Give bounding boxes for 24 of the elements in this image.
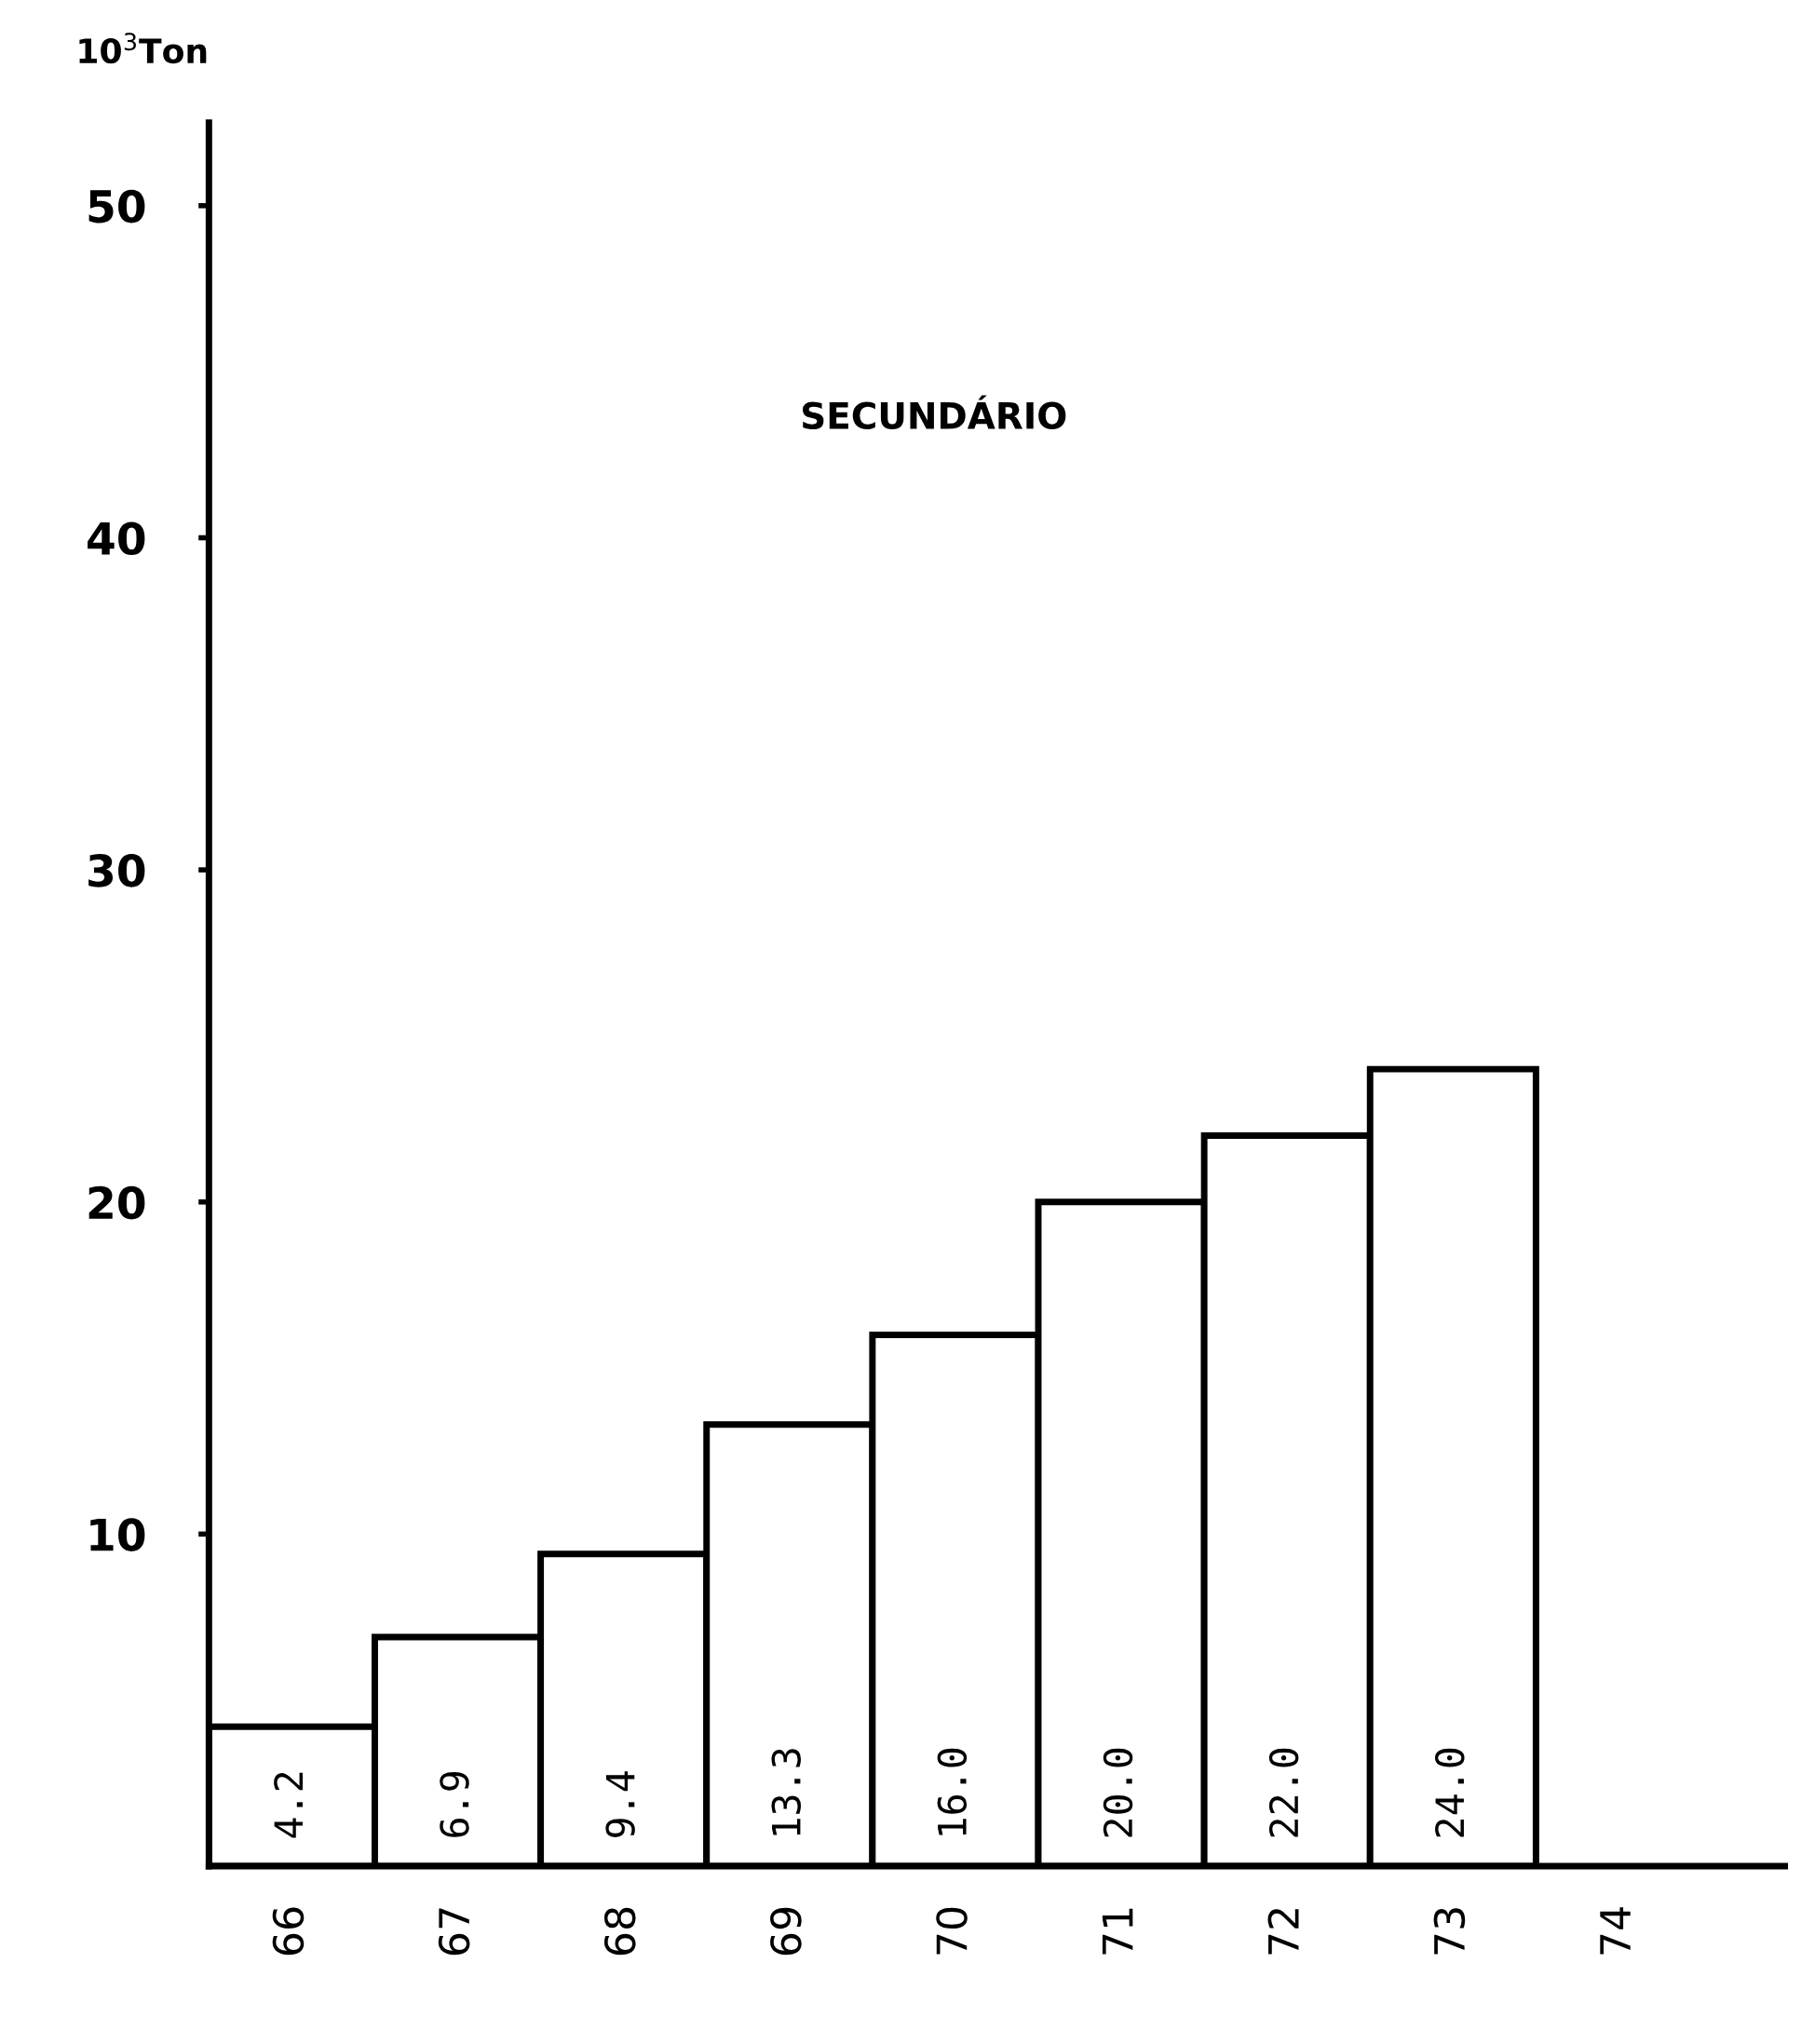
data-label: 9.4 (605, 1771, 635, 1837)
y-tick-label: 20 (88, 1185, 145, 1220)
x-tick-label: 72 (1267, 1909, 1299, 1955)
x-tick-label: 68 (603, 1907, 636, 1956)
y-tick-label: 10 (90, 1518, 145, 1552)
x-tick-label: 69 (770, 1907, 802, 1956)
text: SECUNDÁRIO (803, 395, 1066, 429)
data-label: 22.0 (1268, 1748, 1299, 1837)
data-label: 20.0 (1103, 1748, 1133, 1837)
x-tick-label: 70 (936, 1907, 968, 1955)
x-tick-label: 66 (272, 1907, 305, 1956)
x-tick-label: 71 (1102, 1908, 1133, 1955)
y-axis-title: 10$^{3}$Ton (79, 33, 207, 64)
data-label: 13.3 (771, 1749, 802, 1835)
data-label: 6.9 (440, 1772, 469, 1837)
data-label: 16.0 (937, 1748, 968, 1835)
data-label: 4.2 (274, 1772, 304, 1838)
x-tick-label: 73 (1433, 1908, 1466, 1955)
x-tick-label: 74 (1600, 1907, 1631, 1955)
y-tick-label: 50 (88, 189, 145, 223)
data-label: 24.0 (1435, 1748, 1465, 1837)
y-tick-label: 30 (88, 854, 145, 887)
x-tick-label: 67 (438, 1908, 470, 1956)
y-tick-label: 40 (88, 521, 145, 556)
